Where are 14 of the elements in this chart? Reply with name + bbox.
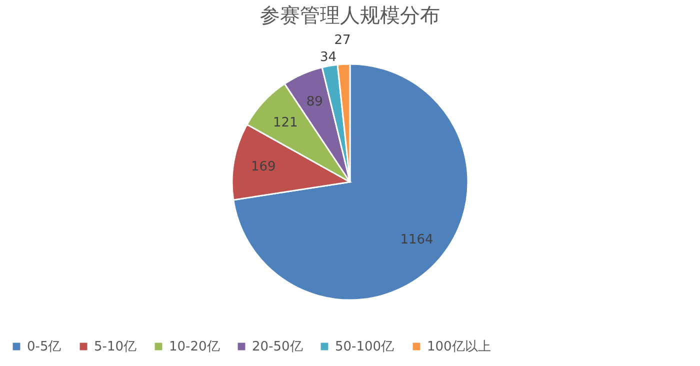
legend-label: 5-10亿 bbox=[94, 340, 137, 355]
legend-label: 10-20亿 bbox=[169, 340, 220, 355]
data-label: 34 bbox=[320, 50, 336, 65]
legend-label: 20-50亿 bbox=[252, 340, 303, 355]
legend-label: 50-100亿 bbox=[335, 340, 394, 355]
legend-label: 0-5亿 bbox=[27, 340, 62, 355]
data-label: 1164 bbox=[400, 232, 434, 248]
pie-slice bbox=[232, 63, 469, 301]
data-label: 89 bbox=[306, 94, 323, 110]
data-label: 121 bbox=[272, 115, 298, 130]
chart-title: 参赛管理人规模分布 bbox=[260, 3, 440, 28]
data-label: 169 bbox=[250, 159, 276, 174]
data-label: 27 bbox=[334, 33, 351, 48]
legend-label: 100亿以上 bbox=[427, 340, 491, 355]
